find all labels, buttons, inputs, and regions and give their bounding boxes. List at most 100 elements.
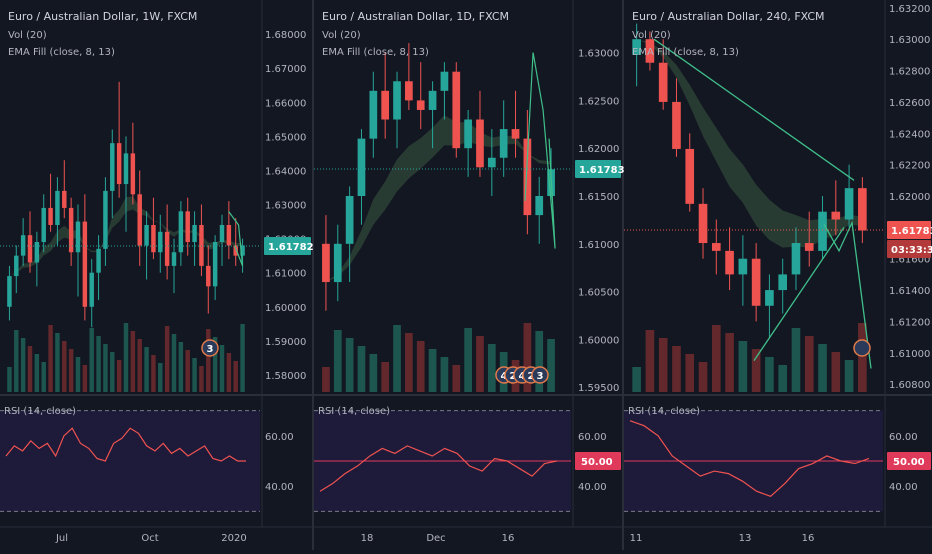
- rsi-tick-label: 60.00: [265, 432, 294, 443]
- candle-body: [791, 243, 801, 275]
- volume-bar: [185, 350, 190, 392]
- event-badge-count: 3: [537, 371, 544, 382]
- candle-body: [778, 274, 788, 291]
- trendline-drawing[interactable]: [228, 210, 244, 267]
- event-badge-count: 2: [528, 371, 535, 382]
- bar-countdown-tag: [887, 240, 931, 259]
- trendline-drawing[interactable]: [753, 226, 845, 362]
- volume-bar: [804, 336, 814, 392]
- candle-body: [55, 190, 60, 225]
- bar-countdown-label: 03:33:31: [891, 245, 932, 256]
- price-tick-label: 1.62600: [889, 98, 930, 109]
- price-tick-label: 1.62200: [889, 161, 930, 172]
- last-price-tag-label: 1.61783: [891, 226, 932, 237]
- time-tick-label: Jul: [55, 533, 68, 544]
- candle-body: [144, 224, 149, 246]
- candle-body: [185, 211, 190, 243]
- rsi-label: RSI (14, close): [628, 406, 700, 417]
- candle-body: [206, 265, 211, 287]
- volume-bar: [738, 341, 748, 392]
- candle-body: [511, 129, 520, 139]
- chart-panel-2[interactable]: 1.63000 1.62500 1.62000 1.61500 1.61000 1.605…: [314, 0, 625, 544]
- candle-body: [34, 242, 40, 263]
- trendline-drawing[interactable]: [823, 220, 872, 369]
- volume-bar: [393, 325, 401, 392]
- last-price-tag: [575, 159, 621, 178]
- candle-body: [487, 157, 496, 168]
- volume-bar: [103, 344, 108, 392]
- candle-body: [226, 224, 232, 246]
- volume-bar: [89, 328, 94, 392]
- volume-bar: [357, 346, 366, 392]
- rsi-value-tag: [887, 452, 931, 470]
- candle-body: [48, 207, 53, 225]
- candle-body: [499, 129, 508, 158]
- volume-bar: [206, 329, 211, 392]
- price-tick-label: 1.62400: [889, 129, 930, 140]
- candle-body: [393, 81, 401, 120]
- candle-body: [685, 148, 695, 204]
- rsi-value-tag: [575, 452, 621, 470]
- candle-body: [68, 207, 74, 253]
- volume-bar: [14, 330, 19, 392]
- volume-bar: [62, 341, 67, 392]
- indicator-label-ema-fill: EMA Fill (close, 8, 13): [632, 47, 739, 58]
- candle-body: [405, 81, 413, 101]
- price-tick-label: 1.61600: [889, 255, 930, 266]
- candle-body: [41, 207, 46, 243]
- volume-bar: [55, 333, 60, 392]
- volume-bar: [381, 362, 390, 392]
- candle-body: [711, 243, 721, 251]
- candle-body: [476, 119, 484, 168]
- candle-body: [151, 224, 156, 253]
- event-badge-icon[interactable]: [853, 339, 871, 357]
- chart-panel-1[interactable]: 1.68000 1.67000 1.66000 1.65000 1.64000 1.630…: [0, 0, 314, 544]
- candle-body: [535, 196, 544, 216]
- price-tick-label: 1.60000: [265, 303, 306, 314]
- candle-body: [219, 224, 225, 243]
- volume-bar: [535, 331, 544, 392]
- event-badge-count: 2: [510, 371, 517, 382]
- price-tick-label: 1.68000: [265, 30, 306, 41]
- volume-bar: [75, 357, 81, 392]
- rsi-tick-label: 40.00: [265, 482, 294, 493]
- indicator-label-ema-fill: EMA Fill (close, 8, 13): [322, 47, 429, 58]
- time-tick-label: 11: [630, 533, 643, 544]
- volume-bar: [645, 330, 655, 392]
- price-tick-label: 1.60800: [889, 380, 930, 391]
- candle-body: [804, 243, 814, 251]
- indicator-label-volume: Vol (20): [632, 30, 671, 41]
- chart-panel-3[interactable]: 1.63200 1.63000 1.62800 1.62600 1.62400 1.622…: [624, 0, 932, 544]
- volume-bar: [199, 366, 204, 392]
- time-tick-label: Oct: [141, 533, 158, 544]
- candle-body: [858, 188, 867, 231]
- event-badge-icon[interactable]: [201, 339, 219, 357]
- event-badge-count: 4: [501, 371, 508, 382]
- trendline-drawing[interactable]: [653, 38, 855, 181]
- volume-bar: [116, 360, 122, 392]
- candle-body: [416, 100, 425, 110]
- event-badge-icon[interactable]: [531, 366, 549, 384]
- volume-bar: [523, 323, 532, 392]
- event-badge-count: 4: [519, 371, 526, 382]
- candle-body: [818, 211, 827, 251]
- volume-bar: [464, 328, 472, 392]
- candle-body: [96, 248, 101, 273]
- candle-body: [130, 153, 136, 195]
- candle-body: [123, 153, 129, 185]
- volume-bar: [658, 338, 668, 392]
- candle-body: [75, 221, 81, 253]
- trendline-drawing[interactable]: [524, 52, 556, 249]
- volume-bar: [20, 338, 26, 392]
- volume-bar: [137, 339, 142, 392]
- price-tick-label: 1.61200: [889, 317, 930, 328]
- volume-bar: [68, 349, 74, 392]
- candle-body: [658, 62, 668, 102]
- price-tick-label: 1.64000: [265, 166, 306, 177]
- symbol-title: Euro / Australian Dollar, 1D, FXCM: [322, 10, 509, 23]
- rsi-tick-label: 40.00: [889, 482, 918, 493]
- candle-body: [178, 211, 184, 253]
- volume-bar: [171, 334, 177, 392]
- time-tick-label: 13: [739, 533, 752, 544]
